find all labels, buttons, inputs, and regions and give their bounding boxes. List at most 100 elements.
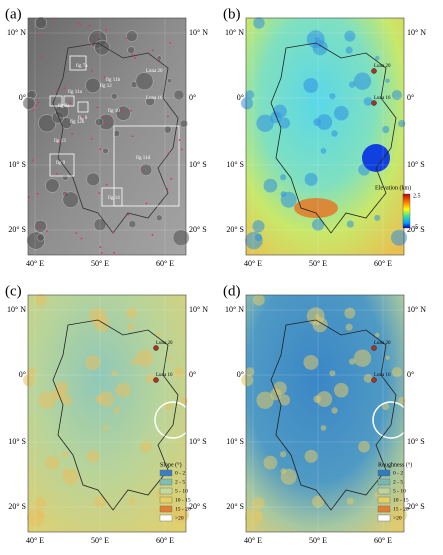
lon-label: 40° E: [244, 259, 262, 268]
crater: [126, 307, 138, 319]
sample-site: [110, 117, 113, 119]
map-frame: [27, 17, 187, 256]
annotation: fig 6: [78, 116, 88, 121]
legend-label: 0 - 2: [175, 470, 185, 476]
crater: [180, 396, 188, 405]
crater: [61, 394, 73, 406]
sample-site: [36, 192, 39, 195]
crater: [304, 172, 318, 186]
crater: [374, 55, 380, 61]
crater: [98, 391, 115, 407]
annotation: fig 11a: [68, 90, 83, 95]
panel: (d) 10° N 10° N 0° 0° 10° S 10° S 20° S 20° S 40°…: [223, 283, 426, 544]
landing-site: [153, 377, 159, 383]
colorbar-label: 2.5: [413, 193, 421, 199]
crater: [374, 214, 381, 221]
landing-site: [153, 345, 159, 351]
crater: [358, 440, 370, 453]
crater: [115, 105, 131, 121]
crater: [374, 332, 380, 338]
panel-label: (c): [5, 283, 22, 299]
sample-site: [71, 132, 74, 135]
lat-label: 0°: [407, 93, 414, 102]
crater: [135, 349, 154, 367]
sample-site: [167, 115, 169, 118]
crater: [179, 119, 188, 128]
sample-site: [106, 122, 109, 125]
lat-label: 10° S: [189, 160, 207, 169]
figure-box: [101, 187, 123, 207]
sample-site: [127, 213, 130, 216]
crater: [346, 497, 354, 505]
crater: [316, 391, 333, 407]
crater: [156, 332, 162, 338]
annotation: fig 12: [100, 84, 112, 89]
lon-label: 40° E: [26, 259, 44, 268]
crater: [353, 349, 372, 367]
legend-title: Elevation (km): [375, 184, 411, 191]
crater: [62, 468, 79, 485]
annotation: fig 10: [108, 109, 120, 114]
sample-site: [121, 110, 124, 113]
lon-label: 60° E: [374, 536, 392, 545]
annotation: fig 9a: [58, 104, 70, 109]
crater: [398, 396, 406, 405]
sample-site: [79, 23, 82, 26]
sample-site: [180, 148, 183, 151]
annotation: fig 14: [108, 196, 120, 201]
sample-site: [145, 202, 148, 205]
crater: [128, 497, 136, 505]
legend-title: Slope (°): [160, 461, 182, 468]
crater: [280, 468, 297, 485]
annotation: Luna 20: [156, 341, 173, 346]
lat-label: 20° S: [189, 502, 207, 511]
legend-label: 0 - 2: [393, 470, 403, 476]
crater: [93, 218, 107, 232]
crater: [34, 16, 47, 29]
sample-site: [103, 76, 106, 79]
sample-site: [169, 41, 172, 44]
crater: [254, 233, 263, 242]
lat-label: 10° N: [7, 28, 26, 37]
crater: [164, 402, 172, 411]
crater: [348, 358, 356, 365]
lon-label: 40° E: [26, 536, 44, 545]
crater: [135, 72, 154, 91]
legend-swatch: [159, 478, 173, 486]
crater: [85, 354, 101, 370]
crater: [95, 395, 104, 403]
sample-site: [96, 106, 99, 109]
lat-label: 0°: [407, 370, 414, 379]
crater: [252, 497, 265, 510]
mare-boundary: [270, 42, 397, 234]
lat-label: 20° S: [8, 502, 26, 511]
sample-site: [113, 251, 116, 254]
crater: [391, 89, 402, 101]
lat-label: 10° N: [407, 28, 426, 37]
lon-label: 50° E: [309, 536, 327, 545]
crater: [344, 307, 356, 319]
crater: [127, 46, 135, 55]
lat-label: 20° S: [8, 225, 26, 234]
crater: [253, 17, 265, 29]
annotation: Luna 20: [374, 64, 391, 69]
annotation: fig 13: [54, 139, 66, 144]
crater: [115, 382, 131, 398]
lat-label: 20° S: [226, 502, 244, 511]
annotation: Luna 20: [146, 69, 163, 74]
sample-site: [125, 37, 128, 40]
lat-label: 0°: [189, 370, 196, 379]
legend-label: >20: [175, 515, 184, 521]
sample-site: [80, 237, 83, 240]
crater: [390, 229, 408, 246]
map-background: [246, 295, 404, 532]
lat-label: 10° S: [226, 437, 244, 446]
lat-label: 10° N: [407, 305, 426, 314]
crater: [36, 510, 45, 519]
sample-site: [170, 177, 173, 180]
crater: [263, 178, 278, 193]
sample-site: [131, 135, 134, 138]
lat-label: 0°: [237, 370, 244, 379]
lat-label: 10° N: [189, 305, 208, 314]
